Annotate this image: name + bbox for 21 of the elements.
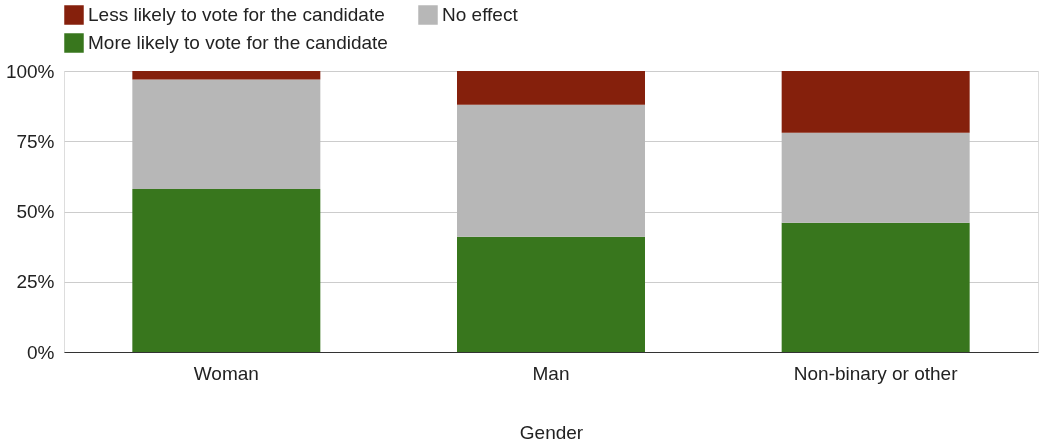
x-tick-label: Woman	[193, 362, 259, 384]
x-tick-label: Man	[532, 362, 570, 384]
bar	[457, 104, 645, 237]
bar	[132, 79, 321, 190]
bar	[132, 189, 321, 352]
bar	[132, 71, 321, 80]
bar	[781, 71, 970, 133]
y-tick-label: 0%	[27, 341, 55, 363]
y-tick-label: 50%	[16, 201, 55, 222]
y-tick-label: 75%	[16, 130, 55, 152]
y-tick-label: 25%	[16, 271, 55, 293]
legend-label: No effect	[442, 4, 519, 25]
bar	[457, 236, 645, 352]
bar	[781, 132, 970, 223]
y-tick-label: 100%	[5, 60, 55, 82]
bar	[781, 222, 970, 352]
x-axis-title: Gender	[519, 421, 584, 443]
bar	[457, 71, 645, 105]
x-tick-label: Non-binary or other	[793, 362, 959, 384]
legend-label: Less likely to vote for the candidate	[88, 4, 385, 25]
legend-label: More likely to vote for the candidate	[88, 32, 388, 53]
